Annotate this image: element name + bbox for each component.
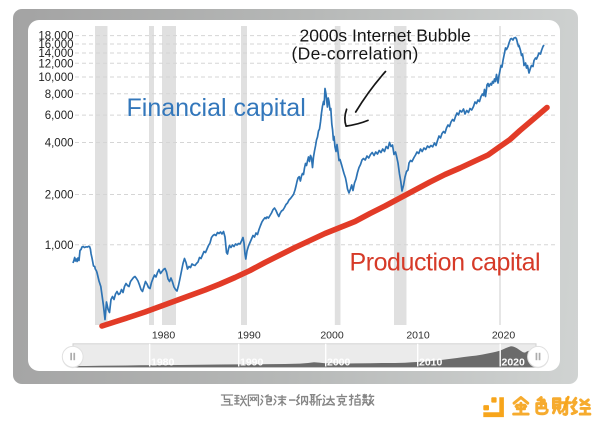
svg-text:2010: 2010 [406,329,430,341]
svg-text:10,000: 10,000 [38,72,73,84]
svg-text:1,000: 1,000 [45,240,74,252]
svg-text:2010: 2010 [419,356,443,368]
svg-text:(De-correlation): (De-correlation) [292,43,419,63]
svg-text:2000s Internet Bubble: 2000s Internet Bubble [300,26,471,46]
svg-text:4,000: 4,000 [45,138,74,150]
svg-text:2,000: 2,000 [45,190,74,202]
svg-text:18,000: 18,000 [38,31,73,43]
svg-text:1990: 1990 [237,329,261,341]
svg-text:8,000: 8,000 [45,89,74,101]
svg-text:1980: 1980 [152,329,176,341]
svg-text:Production capital: Production capital [350,249,541,277]
svg-text:6,000: 6,000 [45,110,74,122]
svg-text:2020: 2020 [492,329,516,341]
svg-text:Financial capital: Financial capital [127,94,306,122]
svg-text:12,000: 12,000 [38,58,73,70]
svg-text:16,000: 16,000 [38,39,73,51]
svg-text:2020: 2020 [502,356,526,368]
svg-text:1980: 1980 [151,356,175,368]
svg-text:1990: 1990 [240,356,264,368]
svg-text:2000: 2000 [320,329,344,341]
svg-text:14,000: 14,000 [38,48,73,60]
svg-text:2000: 2000 [327,356,351,368]
